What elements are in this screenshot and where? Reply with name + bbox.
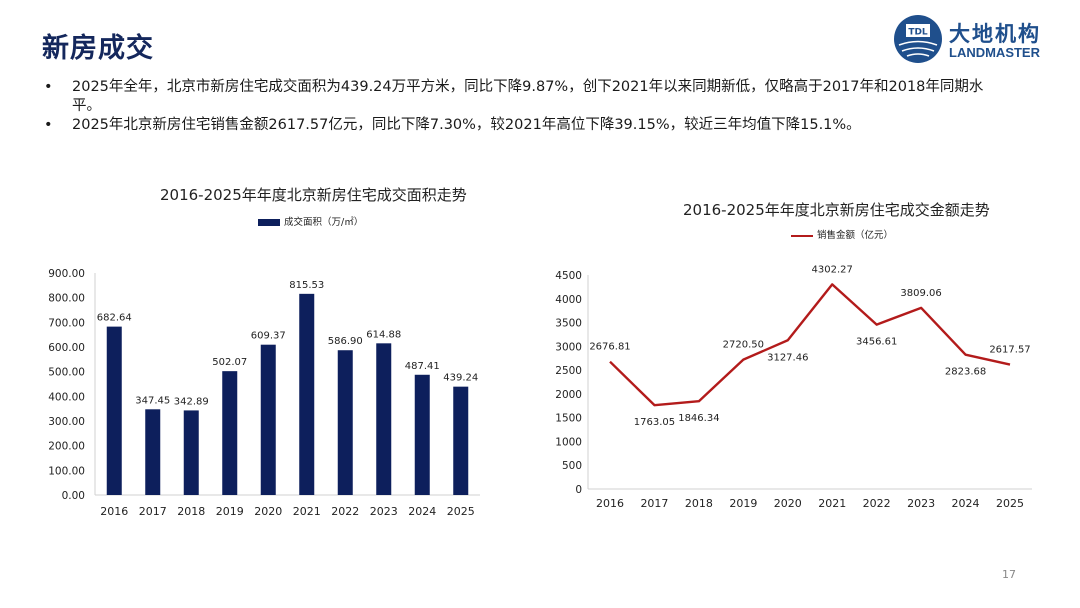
y-tick-label: 0.00: [62, 490, 85, 502]
y-tick-label: 500: [562, 460, 582, 472]
bar-chart-title: 2016-2025年年度北京新房住宅成交面积走势: [160, 186, 467, 204]
y-tick-label: 2000: [555, 389, 582, 401]
x-tick-label: 2017: [640, 497, 668, 510]
x-tick-label: 2022: [331, 505, 359, 518]
x-tick-label: 2018: [177, 505, 205, 518]
y-tick-label: 0: [575, 484, 582, 496]
bullet-item: 2025年全年，北京市新房住宅成交面积为439.24万平方米，同比下降9.87%…: [44, 78, 1004, 116]
amount-line-chart: 0 500 1000 1500 2000 2500 3000 3500 4000 4500 2676…: [555, 264, 1032, 510]
y-tick-label: 3000: [555, 341, 582, 353]
bar: [299, 293, 315, 495]
page-number: 17: [1002, 568, 1016, 581]
x-tick-label: 2024: [952, 497, 980, 510]
data-label: 1763.05: [634, 417, 675, 428]
page-title: 新房成交: [42, 33, 154, 64]
y-tick-label: 200.00: [48, 441, 85, 453]
data-label: 682.64: [97, 313, 132, 324]
y-tick-label: 900.00: [48, 268, 85, 280]
y-tick-label: 3500: [555, 318, 582, 330]
series-line: [609, 283, 1011, 407]
legend-label: 成交面积（万/㎡）: [284, 217, 364, 228]
line-chart-title: 2016-2025年年度北京新房住宅成交金额走势: [683, 201, 990, 219]
data-label: 342.89: [174, 396, 209, 407]
data-label: 487.41: [405, 361, 440, 372]
y-tick-label: 1000: [555, 436, 582, 448]
x-tick-label: 2022: [863, 497, 891, 510]
data-label: 4302.27: [812, 264, 853, 275]
x-tick-label: 2020: [254, 505, 282, 518]
bar: [222, 371, 238, 495]
bar-chart-legend: 成交面积（万/㎡）: [258, 214, 363, 228]
logo-english-name: LANDMASTER: [949, 45, 1040, 60]
area-bar-chart: 0.00 100.00 200.00 300.00 400.00 500.00 600.00…: [48, 268, 480, 518]
data-label: 2676.81: [589, 342, 630, 353]
y-tick-label: 4000: [555, 294, 582, 306]
y-tick-label: 700.00: [48, 317, 85, 329]
y-tick-label: 4500: [555, 270, 582, 282]
y-tick-label: 600.00: [48, 342, 85, 354]
x-tick-label: 2017: [139, 505, 167, 518]
x-tick-label: 2018: [685, 497, 713, 510]
data-label: 2617.57: [989, 345, 1030, 356]
data-label: 3456.61: [856, 337, 897, 348]
x-tick-label: 2025: [996, 497, 1024, 510]
legend-label: 销售金额（亿元）: [817, 230, 894, 241]
y-tick-label: 2500: [555, 365, 582, 377]
x-tick-label: 2021: [293, 505, 321, 518]
y-tick-label: 800.00: [48, 293, 85, 305]
y-tick-label: 500.00: [48, 367, 85, 379]
data-label: 3127.46: [767, 352, 808, 363]
data-label: 815.53: [289, 280, 324, 291]
legend-swatch: [791, 234, 813, 237]
svg-text:TDL: TDL: [908, 28, 928, 38]
data-label: 614.88: [366, 329, 401, 340]
data-label: 439.24: [443, 373, 478, 384]
bar: [106, 326, 122, 495]
x-tick-label: 2019: [729, 497, 757, 510]
bar: [337, 350, 353, 495]
data-label: 3809.06: [900, 288, 941, 299]
logo-chinese-name: 大地机构: [949, 22, 1041, 46]
logo-globe-icon: TDL: [894, 15, 942, 63]
x-tick-label: 2021: [818, 497, 846, 510]
x-tick-label: 2023: [370, 505, 398, 518]
bar: [260, 344, 276, 495]
x-tick-label: 2025: [447, 505, 475, 518]
bar: [414, 374, 430, 495]
bar: [376, 343, 392, 495]
data-label: 586.90: [328, 336, 363, 347]
bar: [183, 410, 199, 495]
y-tick-label: 400.00: [48, 391, 85, 403]
y-tick-label: 1500: [555, 413, 582, 425]
data-label: 1846.34: [678, 413, 719, 424]
x-tick-label: 2019: [216, 505, 244, 518]
data-label: 2823.68: [945, 367, 986, 378]
x-tick-label: 2020: [774, 497, 802, 510]
y-tick-label: 300.00: [48, 416, 85, 428]
line-chart-legend: 销售金额（亿元）: [791, 227, 893, 241]
x-tick-label: 2024: [408, 505, 436, 518]
legend-swatch: [258, 219, 280, 226]
bar: [145, 409, 161, 495]
data-label: 502.07: [212, 357, 247, 368]
y-tick-label: 100.00: [48, 465, 85, 477]
summary-bullets: 2025年全年，北京市新房住宅成交面积为439.24万平方米，同比下降9.87%…: [44, 78, 1004, 135]
x-tick-label: 2016: [100, 505, 128, 518]
x-tick-label: 2016: [596, 497, 624, 510]
company-logo: TDL 大地机构 LANDMASTER: [893, 14, 1063, 66]
bullet-item: 2025年北京新房住宅销售金额2617.57亿元，同比下降7.30%，较2021…: [44, 116, 1004, 135]
bar: [453, 386, 469, 495]
data-label: 347.45: [135, 395, 170, 406]
data-label: 2720.50: [723, 340, 764, 351]
x-tick-label: 2023: [907, 497, 935, 510]
data-label: 609.37: [251, 331, 286, 342]
